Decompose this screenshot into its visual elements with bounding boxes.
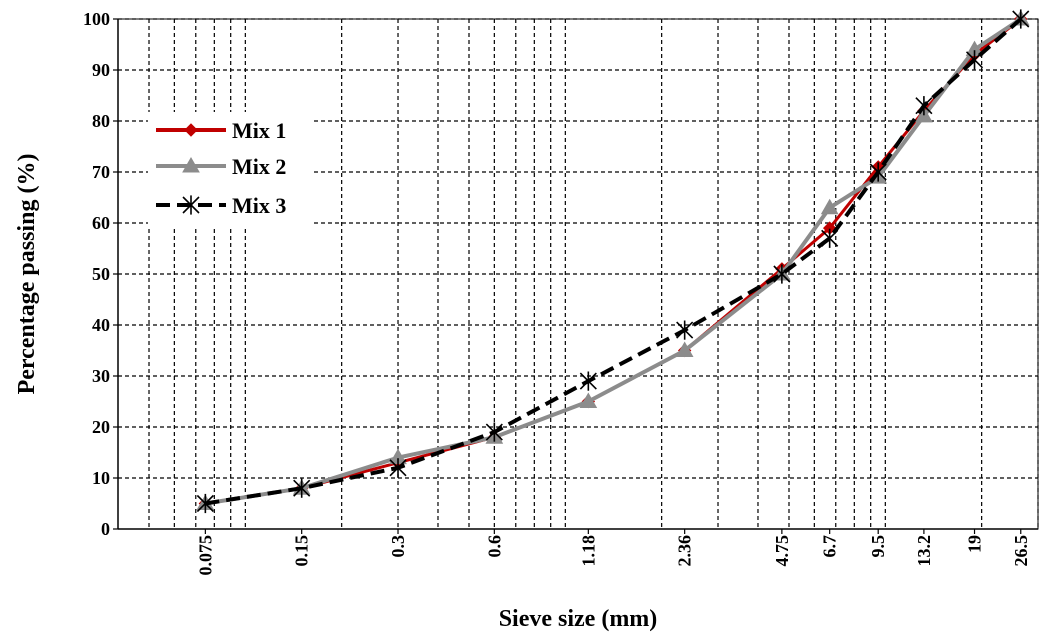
series-mix-1 — [198, 12, 1028, 511]
y-tick-label: 10 — [92, 468, 110, 488]
data-point — [773, 264, 791, 284]
x-tick-label: 0.15 — [292, 535, 312, 567]
y-tick-label: 20 — [92, 417, 110, 437]
series-lines — [196, 9, 1030, 514]
plot-frame — [117, 18, 1039, 530]
data-point — [485, 422, 503, 442]
y-axis-title: Percentage passing (%) — [14, 154, 40, 395]
y-tick-label: 60 — [92, 213, 110, 233]
series-line — [205, 17, 1022, 506]
legend-label: Mix 1 — [232, 118, 286, 143]
y-tick-label: 80 — [92, 111, 110, 131]
legend: Mix 1 Mix 2 Mix 3 — [148, 112, 314, 226]
x-tick-label: 26.5 — [1011, 535, 1031, 567]
x-tick-label: 13.2 — [914, 535, 934, 567]
data-point — [820, 198, 839, 215]
data-point — [869, 162, 887, 182]
x-tick-label: 19 — [965, 535, 985, 553]
series-line — [205, 17, 1022, 505]
data-point — [676, 320, 694, 340]
x-tick-label: 4.75 — [772, 535, 792, 567]
x-axis-title: Sieve size (mm) — [499, 606, 658, 632]
y-tick-label: 90 — [92, 60, 110, 80]
data-point — [293, 478, 311, 498]
data-point — [182, 156, 200, 173]
legend-label: Mix 2 — [232, 154, 286, 179]
y-axis-ticks: 0 10 20 30 40 50 60 70 80 90 100 — [83, 9, 118, 539]
x-axis-ticks: 0.075 0.15 0.3 0.6 1.18 2.36 4.75 6.7 9.5 13.2 19 2… — [195, 529, 1031, 576]
legend-item: Mix 2 — [156, 154, 286, 179]
data-point — [184, 123, 198, 137]
y-tick-label: 30 — [92, 366, 110, 386]
x-tick-label: 0.075 — [195, 535, 215, 576]
series-line — [205, 17, 1023, 506]
y-tick-label: 0 — [101, 519, 110, 539]
data-point — [965, 50, 984, 70]
data-point — [389, 458, 407, 478]
data-point — [821, 228, 839, 248]
x-tick-label: 0.3 — [388, 535, 408, 558]
data-point — [579, 392, 598, 408]
y-tick-label: 40 — [92, 315, 110, 335]
series-mix-3 — [196, 9, 1030, 514]
legend-item: Mix 3 — [156, 193, 286, 218]
series-mix-2 — [196, 9, 1030, 510]
x-tick-label: 2.36 — [675, 535, 695, 567]
x-tick-label: 6.7 — [820, 535, 840, 558]
data-point — [579, 371, 597, 391]
y-tick-label: 70 — [92, 162, 110, 182]
legend-item: Mix 1 — [156, 118, 286, 143]
y-tick-label: 50 — [92, 264, 110, 284]
x-tick-label: 9.5 — [868, 535, 888, 558]
data-point — [1012, 9, 1030, 29]
data-point — [675, 341, 694, 357]
data-point — [915, 96, 933, 116]
legend-label: Mix 3 — [232, 193, 286, 218]
plot-border — [117, 18, 1039, 530]
x-tick-label: 0.6 — [484, 535, 504, 558]
y-tick-label: 100 — [83, 9, 110, 29]
data-point — [182, 195, 200, 215]
data-point — [196, 493, 214, 514]
x-tick-label: 1.18 — [578, 535, 598, 567]
grid — [118, 18, 1039, 529]
